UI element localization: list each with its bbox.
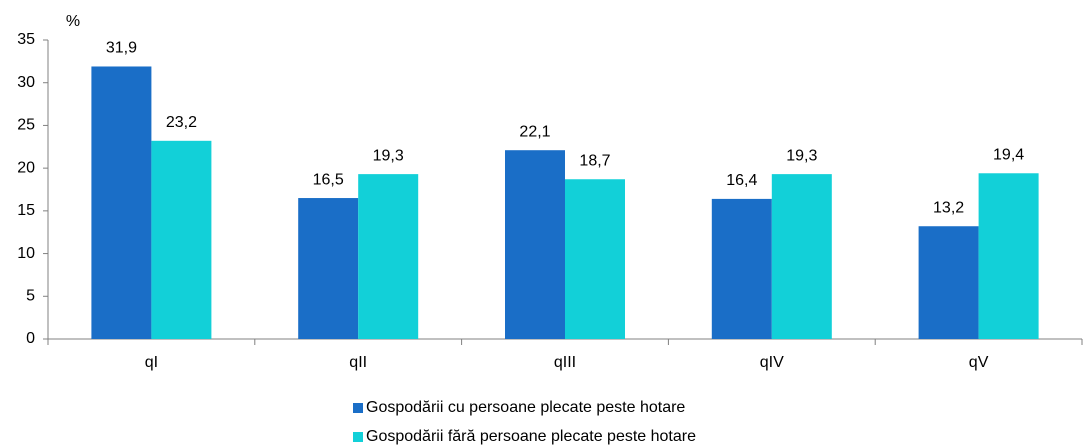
- x-tick-label: qI: [145, 354, 158, 371]
- x-tick-label: qIV: [760, 354, 784, 371]
- legend-label: Gospodării cu persoane plecate peste hot…: [366, 399, 685, 416]
- bar: [711, 198, 772, 339]
- y-tick-label: 25: [17, 117, 35, 134]
- bar: [771, 174, 832, 339]
- y-tick-label: 15: [17, 202, 35, 219]
- y-axis-label: %: [66, 13, 80, 30]
- value-label: 19,3: [373, 147, 404, 164]
- bar: [91, 66, 152, 340]
- x-tick-label: qV: [969, 354, 989, 371]
- value-label: 23,2: [166, 114, 197, 131]
- y-tick-label: 35: [17, 31, 35, 48]
- bar: [978, 173, 1039, 339]
- bar: [358, 174, 419, 339]
- value-label: 19,3: [786, 147, 817, 164]
- value-label: 16,5: [313, 171, 344, 188]
- value-label: 31,9: [106, 40, 137, 57]
- x-tick-label: qII: [349, 354, 367, 371]
- legend-swatch: [353, 403, 363, 413]
- value-label: 16,4: [726, 172, 757, 189]
- value-label: 18,7: [579, 152, 610, 169]
- bar: [505, 150, 565, 339]
- y-tick-label: 20: [17, 159, 35, 176]
- x-tick-label: qIII: [554, 354, 576, 371]
- value-label: 22,1: [519, 123, 550, 140]
- y-tick-label: 30: [17, 74, 35, 91]
- y-tick-label: 5: [26, 288, 35, 305]
- bar: [151, 140, 212, 339]
- y-tick-label: 0: [26, 330, 35, 347]
- legend-label: Gospodării fără persoane plecate peste h…: [366, 428, 696, 445]
- value-label: 13,2: [933, 199, 964, 216]
- value-label: 19,4: [993, 146, 1024, 163]
- bar: [565, 179, 625, 339]
- legend-swatch: [353, 432, 363, 442]
- bar: [918, 226, 979, 339]
- y-tick-label: 10: [17, 245, 35, 262]
- bar: [298, 198, 359, 339]
